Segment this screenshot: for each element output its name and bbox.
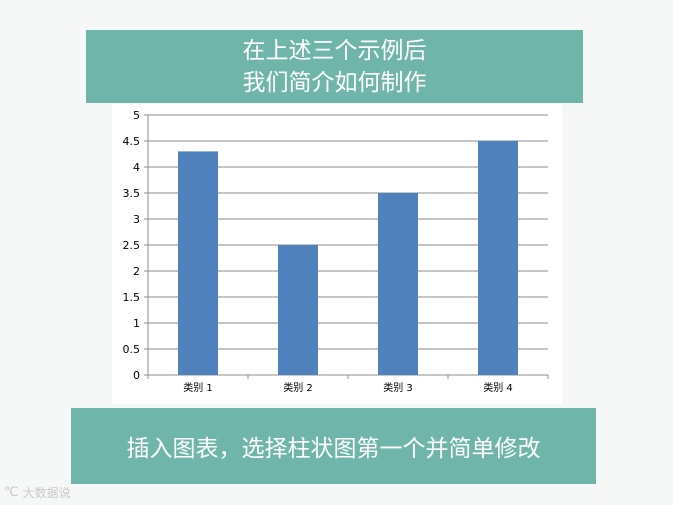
chart-svg: 0 0.5 1 1.5 2 2.5 3 3.5 4 4.5 5 类别 1 类别 2 类别 3 类别 4 (123, 109, 549, 394)
logo-icon: ℃ (4, 484, 19, 500)
title-line-2: 我们简介如何制作 (242, 69, 427, 96)
x-tick-label: 类别 3 (383, 381, 413, 394)
y-tick-label: 4.5 (123, 135, 141, 148)
bar (378, 193, 418, 375)
y-tick-label: 5 (133, 109, 140, 122)
x-tick-label: 类别 1 (183, 381, 213, 394)
y-tick-label: 1 (133, 317, 140, 330)
caption-text: 插入图表，选择柱状图第一个并简单修改 (126, 436, 541, 462)
caption-banner: 插入图表，选择柱状图第一个并简单修改 (71, 408, 596, 484)
bar (478, 141, 518, 375)
bar (278, 245, 318, 375)
y-tick-label: 2.5 (123, 239, 141, 252)
y-tick-label: 1.5 (123, 291, 141, 304)
bar (178, 151, 218, 375)
bar-chart: 0 0.5 1 1.5 2 2.5 3 3.5 4 4.5 5 类别 1 类别 2 类别 3 类别 4 (112, 104, 562, 404)
title-banner: 在上述三个示例后 我们简介如何制作 (86, 30, 583, 103)
x-tick-label: 类别 4 (483, 381, 513, 394)
x-tick-label: 类别 2 (283, 381, 313, 394)
watermark: ℃ 大数据说 (4, 482, 114, 502)
y-tick-label: 2 (133, 265, 140, 278)
y-tick-label: 3 (133, 213, 140, 226)
y-tick-label: 3.5 (123, 187, 141, 200)
y-tick-label: 0 (133, 369, 140, 382)
watermark-text: 大数据说 (22, 485, 71, 500)
y-tick-label: 4 (133, 161, 140, 174)
title-line-1: 在上述三个示例后 (242, 37, 427, 64)
y-tick-label: 0.5 (123, 343, 141, 356)
